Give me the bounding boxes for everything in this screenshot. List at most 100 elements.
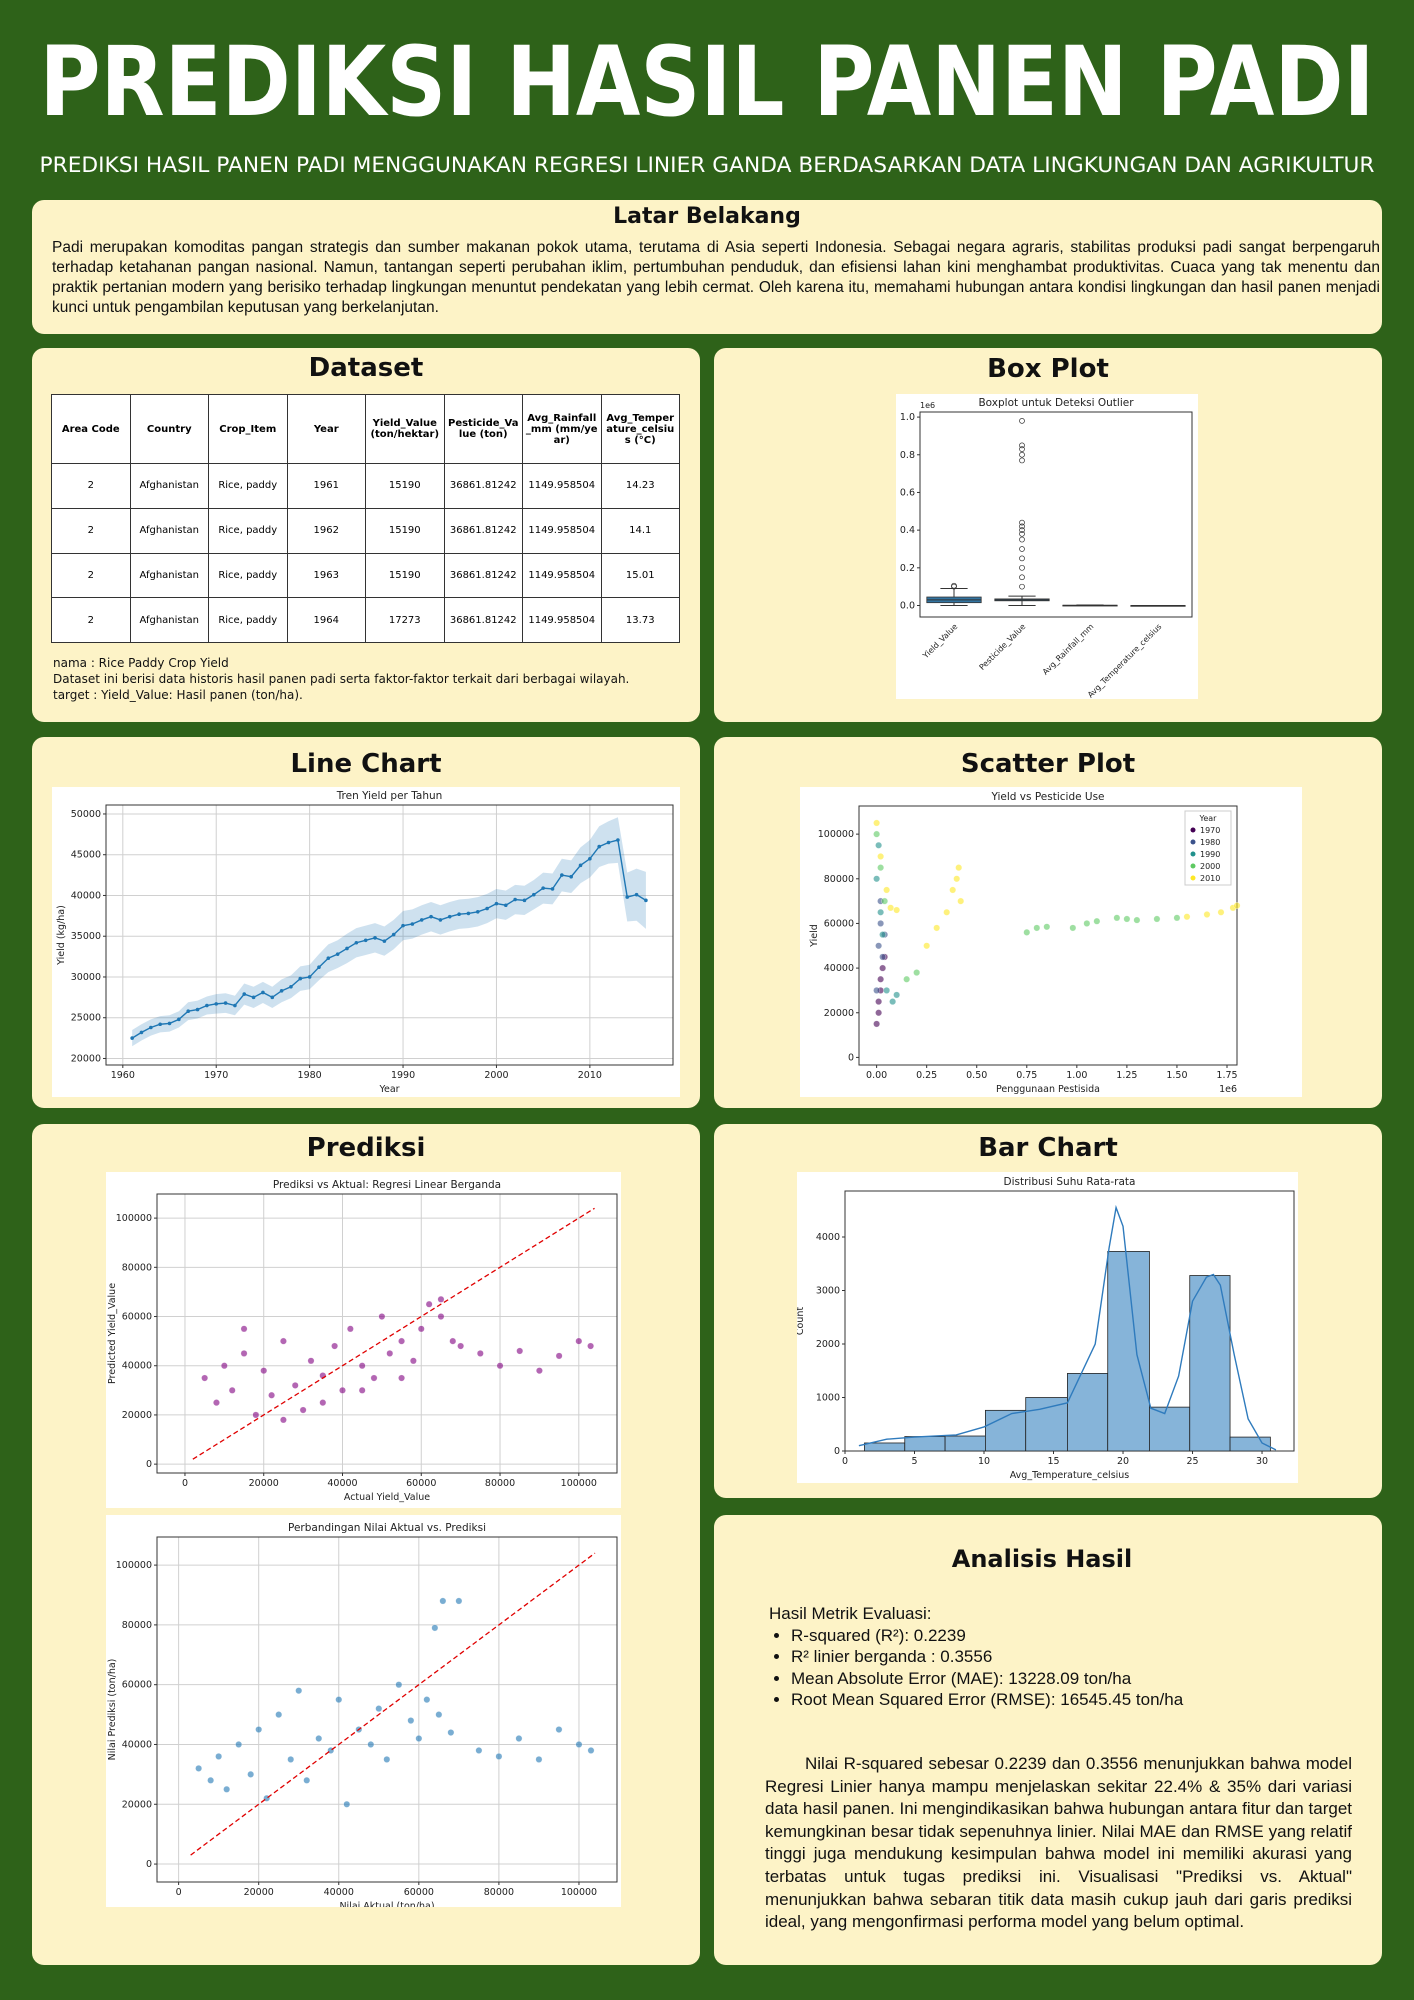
point — [299, 1406, 307, 1414]
reference-line — [190, 1552, 596, 1856]
note: Dataset ini berisi data historis hasil p… — [53, 672, 630, 686]
y-tick-label: 0 — [146, 1459, 152, 1470]
table-cell: Rice, paddy — [208, 552, 288, 599]
column-header: Area Code — [51, 394, 131, 464]
point — [270, 995, 275, 1000]
point — [535, 1756, 543, 1763]
column-header: Yield_Value (ton/hektar) — [365, 394, 445, 464]
bar — [1149, 1406, 1191, 1452]
x-tick-label: 1960 — [111, 1070, 135, 1081]
y-tick-label: 45000 — [71, 850, 101, 861]
table-cell: Rice, paddy — [208, 463, 288, 509]
point — [873, 1020, 880, 1028]
point — [410, 922, 415, 926]
metrics: Hasil Metrik Evaluasi: R-squared (R²): 0… — [769, 1603, 1183, 1711]
x-tick-label: 20 — [1117, 1456, 1129, 1467]
point — [417, 1325, 425, 1333]
outlier — [1019, 555, 1025, 562]
outlier — [1019, 418, 1025, 424]
point — [1113, 914, 1121, 922]
point — [195, 1007, 200, 1012]
legend-marker — [1190, 875, 1196, 881]
point — [457, 1342, 464, 1350]
point — [575, 1337, 583, 1345]
point — [1173, 914, 1181, 922]
point — [560, 873, 564, 877]
x-tick-label: 1.00 — [1066, 1070, 1087, 1081]
point — [1153, 915, 1161, 923]
y-tick-label: 2000 — [816, 1339, 840, 1350]
point — [177, 1017, 181, 1022]
outlier — [1019, 531, 1025, 537]
y-tick-label: 0 — [146, 1859, 152, 1870]
y-tick-label: 100000 — [116, 1213, 152, 1224]
legend-marker — [1190, 863, 1196, 869]
y-tick-label: 3000 — [816, 1286, 840, 1297]
x-tick-label: 1.25 — [1116, 1070, 1137, 1081]
legend-label: 1970 — [1200, 826, 1220, 835]
outlier — [1019, 583, 1025, 590]
point — [875, 841, 882, 849]
bar — [1025, 1397, 1068, 1452]
point — [879, 953, 886, 961]
y-tick-label: 25000 — [71, 1013, 101, 1024]
point — [233, 1003, 237, 1008]
point — [495, 1753, 503, 1760]
x-tick-label: 0.00 — [866, 1070, 887, 1081]
point — [532, 892, 536, 897]
point — [873, 987, 880, 994]
table-cell: 13.73 — [600, 597, 680, 643]
point — [419, 918, 424, 922]
point — [634, 892, 639, 897]
x-tick-label: 100000 — [561, 1887, 597, 1898]
point — [877, 920, 884, 927]
y-tick-label: 20000 — [71, 1053, 101, 1064]
point — [569, 874, 573, 879]
point — [447, 914, 452, 919]
point — [883, 886, 890, 894]
table-cell: 1961 — [286, 463, 366, 509]
y-axis-label: Yield — [809, 924, 820, 948]
table-cell: Rice, paddy — [208, 597, 288, 643]
point — [240, 1350, 248, 1357]
y-tick-label: 100000 — [116, 1560, 152, 1571]
point — [354, 940, 359, 945]
y-tick-label: 80000 — [824, 874, 854, 885]
point — [616, 838, 620, 842]
x-tick-label: 0 — [842, 1456, 848, 1467]
point — [287, 1756, 295, 1763]
point — [437, 1295, 445, 1303]
point — [457, 912, 461, 917]
point — [879, 964, 886, 972]
outlier — [951, 582, 957, 589]
x-axis-label: Actual Yield_Value — [344, 1492, 430, 1503]
chart-background — [106, 1515, 621, 1907]
chart-title: Perbandingan Nilai Aktual vs. Prediksi — [288, 1522, 486, 1534]
table-row: 2 Afghanistan Rice, paddy 1962 15190 36861.81… — [51, 507, 680, 554]
x-tick-label: 60000 — [404, 1887, 434, 1898]
y-tick-label: 40000 — [824, 963, 854, 974]
y-tick-label: 0 — [834, 1446, 840, 1457]
point — [588, 856, 592, 861]
point — [522, 898, 527, 903]
outlier — [1019, 446, 1025, 452]
y-tick-label: 0 — [848, 1052, 854, 1063]
point — [933, 924, 941, 932]
point — [893, 991, 900, 999]
point — [889, 998, 896, 1005]
outlier — [1019, 519, 1025, 526]
point — [606, 840, 611, 845]
y-offset-label: 1e6 — [920, 401, 935, 410]
section-heading: Prediksi — [306, 1133, 426, 1163]
y-tick-label: 20000 — [122, 1410, 152, 1421]
legend-label: 2000 — [1200, 862, 1220, 871]
y-axis-label: Count — [797, 1307, 806, 1335]
point — [317, 965, 321, 969]
table-cell: 36861.81242 — [443, 597, 523, 643]
table-cell: 1149.958504 — [522, 507, 602, 554]
analysis-card — [714, 1515, 1382, 1965]
table-cell: Afghanistan — [129, 552, 209, 599]
table-cell: Afghanistan — [129, 507, 209, 554]
x-tick-label: 2010 — [578, 1070, 602, 1081]
x-axis-label: Year — [378, 1084, 399, 1095]
